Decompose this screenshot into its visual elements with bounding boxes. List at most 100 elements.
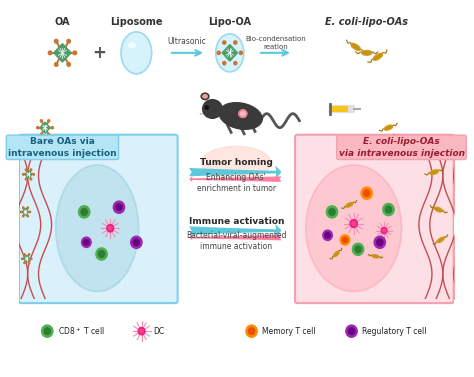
Circle shape bbox=[348, 328, 355, 334]
Polygon shape bbox=[24, 255, 30, 262]
Circle shape bbox=[51, 127, 54, 129]
Circle shape bbox=[96, 248, 107, 260]
Circle shape bbox=[44, 328, 50, 334]
Ellipse shape bbox=[336, 253, 337, 255]
FancyBboxPatch shape bbox=[329, 106, 354, 112]
Ellipse shape bbox=[374, 256, 376, 257]
Circle shape bbox=[131, 236, 142, 248]
Ellipse shape bbox=[400, 136, 401, 138]
Ellipse shape bbox=[390, 126, 392, 128]
Circle shape bbox=[223, 41, 226, 44]
Ellipse shape bbox=[364, 52, 366, 54]
Ellipse shape bbox=[438, 208, 439, 210]
Ellipse shape bbox=[442, 238, 444, 239]
Ellipse shape bbox=[440, 239, 441, 241]
Ellipse shape bbox=[337, 251, 339, 253]
Ellipse shape bbox=[432, 172, 434, 173]
Circle shape bbox=[383, 229, 385, 232]
Circle shape bbox=[67, 63, 70, 66]
Ellipse shape bbox=[435, 171, 437, 173]
Circle shape bbox=[374, 236, 385, 248]
Circle shape bbox=[48, 120, 50, 122]
Circle shape bbox=[24, 262, 25, 264]
Ellipse shape bbox=[436, 170, 438, 172]
Circle shape bbox=[329, 208, 335, 215]
Ellipse shape bbox=[374, 54, 383, 60]
Ellipse shape bbox=[387, 127, 390, 129]
Circle shape bbox=[29, 211, 31, 213]
Ellipse shape bbox=[372, 255, 379, 258]
Circle shape bbox=[385, 206, 392, 213]
Ellipse shape bbox=[377, 256, 378, 257]
Ellipse shape bbox=[203, 95, 207, 98]
Ellipse shape bbox=[362, 51, 372, 55]
Circle shape bbox=[48, 51, 52, 55]
Circle shape bbox=[67, 40, 70, 43]
Circle shape bbox=[48, 133, 50, 136]
Ellipse shape bbox=[346, 202, 353, 207]
Polygon shape bbox=[54, 44, 71, 62]
Text: DC: DC bbox=[153, 327, 164, 336]
Circle shape bbox=[28, 254, 30, 255]
Circle shape bbox=[234, 41, 237, 44]
Circle shape bbox=[30, 178, 32, 180]
Ellipse shape bbox=[355, 46, 357, 48]
Ellipse shape bbox=[334, 255, 336, 256]
Ellipse shape bbox=[436, 208, 438, 210]
Ellipse shape bbox=[347, 205, 349, 206]
Ellipse shape bbox=[335, 254, 336, 256]
Circle shape bbox=[364, 190, 370, 196]
Circle shape bbox=[352, 222, 356, 225]
Circle shape bbox=[325, 233, 330, 238]
FancyBboxPatch shape bbox=[295, 135, 454, 303]
Ellipse shape bbox=[374, 256, 375, 257]
Circle shape bbox=[342, 237, 347, 243]
Circle shape bbox=[31, 258, 32, 259]
Circle shape bbox=[42, 325, 53, 337]
Ellipse shape bbox=[203, 100, 222, 118]
Circle shape bbox=[239, 51, 242, 55]
Text: +: + bbox=[92, 44, 106, 62]
Circle shape bbox=[23, 215, 24, 217]
Ellipse shape bbox=[439, 240, 440, 242]
Ellipse shape bbox=[398, 136, 400, 137]
Text: Bare OAs via
intravenous injection: Bare OAs via intravenous injection bbox=[8, 137, 117, 158]
Ellipse shape bbox=[306, 165, 401, 291]
Circle shape bbox=[79, 206, 90, 218]
Ellipse shape bbox=[439, 209, 441, 211]
Ellipse shape bbox=[369, 52, 371, 54]
Circle shape bbox=[113, 201, 125, 213]
Polygon shape bbox=[40, 122, 50, 133]
Circle shape bbox=[25, 169, 27, 170]
Ellipse shape bbox=[337, 253, 338, 254]
Ellipse shape bbox=[438, 241, 439, 242]
Ellipse shape bbox=[349, 204, 351, 205]
Ellipse shape bbox=[219, 103, 262, 129]
FancyBboxPatch shape bbox=[19, 135, 178, 303]
Text: Enhancing OAs'
enrichment in tumor: Enhancing OAs' enrichment in tumor bbox=[197, 173, 276, 193]
Circle shape bbox=[323, 230, 332, 241]
Ellipse shape bbox=[402, 136, 403, 138]
Circle shape bbox=[33, 174, 34, 175]
Ellipse shape bbox=[435, 207, 442, 212]
Ellipse shape bbox=[351, 203, 353, 205]
Ellipse shape bbox=[56, 165, 138, 291]
Circle shape bbox=[107, 225, 114, 232]
Ellipse shape bbox=[346, 205, 348, 207]
Circle shape bbox=[383, 204, 394, 216]
Circle shape bbox=[55, 40, 58, 43]
Text: E. coli-lipo-OAs
via intravenous injection: E. coli-lipo-OAs via intravenous injecti… bbox=[338, 137, 465, 158]
Circle shape bbox=[346, 325, 357, 337]
Circle shape bbox=[40, 120, 42, 122]
Circle shape bbox=[55, 63, 58, 66]
Ellipse shape bbox=[403, 137, 405, 139]
Circle shape bbox=[81, 208, 87, 215]
Circle shape bbox=[40, 133, 42, 136]
Text: Immune activation: Immune activation bbox=[189, 217, 284, 226]
Ellipse shape bbox=[348, 204, 350, 206]
Circle shape bbox=[30, 169, 32, 170]
Text: E. coli-lipo-OAs: E. coli-lipo-OAs bbox=[325, 17, 408, 27]
Circle shape bbox=[27, 215, 28, 217]
Circle shape bbox=[205, 106, 208, 109]
Circle shape bbox=[138, 328, 145, 335]
